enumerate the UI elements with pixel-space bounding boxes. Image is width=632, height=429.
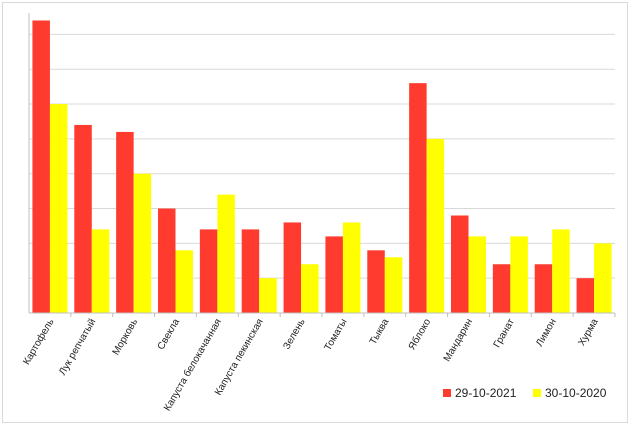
legend-swatch [443, 389, 451, 397]
bar-series-2 [259, 278, 277, 313]
bar-series-2 [217, 194, 235, 313]
bar-series-1 [492, 264, 511, 313]
bar-series-2 [552, 229, 570, 313]
x-tick-label: Тыква [368, 317, 392, 347]
bar-series-1 [367, 250, 385, 313]
bar-series-1 [74, 124, 92, 313]
x-tick-label: Свекла [156, 317, 183, 352]
x-tick-label: Яблоко [406, 316, 434, 352]
legend-swatch [533, 389, 541, 397]
bar-series-2 [468, 236, 486, 313]
bar-series-2 [175, 250, 193, 313]
x-tick-label: Капуста пекинская [213, 317, 266, 397]
legend: 29-10-2021 30-10-2020 [443, 386, 607, 400]
bar-series-1 [32, 20, 50, 313]
bar-series-1 [283, 222, 302, 313]
bar-series-2 [342, 222, 361, 313]
bar-series-2 [301, 264, 319, 313]
bar-series-1 [534, 264, 553, 313]
x-tick-label: Зелень [281, 317, 307, 351]
bar-series-1 [199, 229, 218, 313]
legend-label: 30-10-2020 [545, 386, 607, 400]
x-tick-label: Хурма [576, 317, 600, 348]
bar-series-1 [451, 215, 469, 313]
bar-series-1 [409, 83, 427, 313]
bar-chart: Картофель Лук репчатый Морковь Свекла Капуст… [21, 13, 616, 413]
x-tick-label: Томаты [323, 317, 350, 353]
x-tick-label: Гранат [492, 317, 517, 350]
x-tick-label: Картофель [21, 317, 57, 367]
bar-series-1 [116, 131, 134, 313]
bar-series-2 [133, 173, 152, 313]
bar-series-2 [594, 243, 612, 313]
bar-series-2 [49, 104, 68, 313]
bar-series-1 [158, 208, 176, 313]
bars [32, 20, 612, 313]
x-tick-label: Морковь [111, 317, 141, 357]
legend-label: 29-10-2021 [455, 386, 517, 400]
chart-frame: Картофель Лук репчатый Морковь Свекла Капуст… [2, 2, 628, 423]
bar-series-1 [576, 278, 595, 313]
bar-series-2 [510, 236, 528, 313]
axes [28, 13, 616, 317]
bar-series-2 [91, 229, 110, 313]
bar-series-1 [241, 229, 260, 313]
bar-series-2 [384, 257, 403, 313]
x-tick-label: Лимон [534, 317, 559, 349]
bar-series-1 [325, 236, 343, 313]
bar-series-2 [426, 138, 445, 313]
x-tick-label: Лук репчатый [57, 317, 98, 377]
x-tick-label: Мандарин [442, 317, 475, 364]
